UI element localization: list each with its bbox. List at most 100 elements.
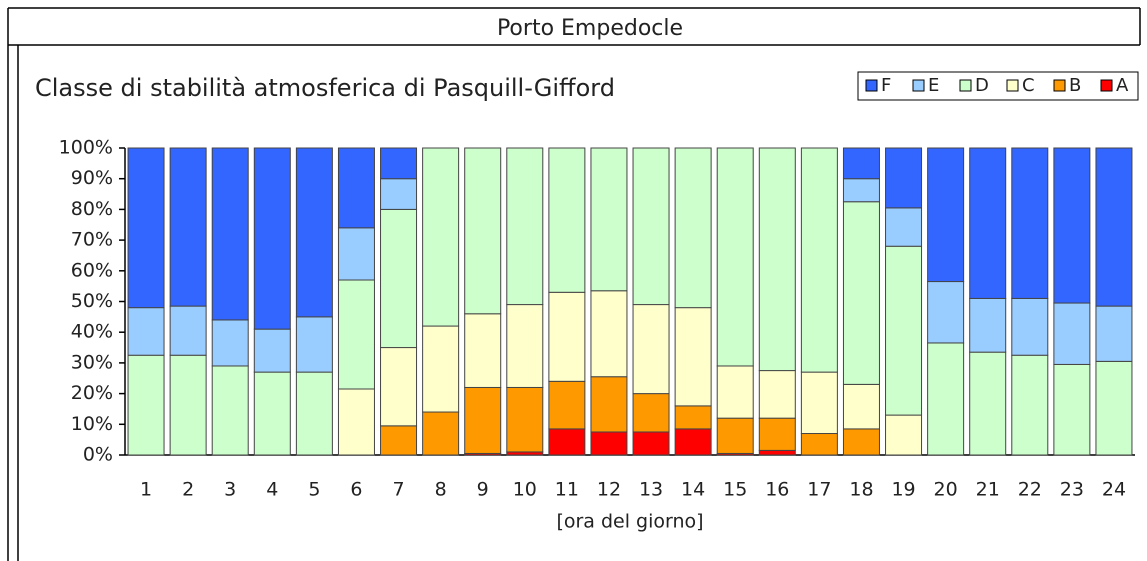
bar-segment <box>758 147 796 372</box>
bar-segment <box>337 279 375 390</box>
bar-segment <box>674 147 712 309</box>
x-tick-label: 6 <box>350 479 362 501</box>
bar-segment <box>969 297 1007 353</box>
bar-segment <box>464 386 502 454</box>
legend-box <box>857 71 1139 101</box>
bar-segment <box>927 281 965 344</box>
bar-segment <box>380 347 418 427</box>
bar-segment <box>464 147 502 315</box>
legend-swatch <box>1053 79 1066 92</box>
bar-segment <box>127 354 165 456</box>
bar-segment <box>380 147 418 180</box>
bar-segment <box>211 319 249 367</box>
bar-segment <box>380 425 418 456</box>
bar-segment <box>632 431 670 456</box>
bar-segment <box>842 201 880 385</box>
bar-segment <box>716 417 754 454</box>
bar-segment <box>295 316 333 373</box>
bar-segment <box>1011 147 1049 299</box>
bar-segment <box>506 304 544 388</box>
bar-segment <box>590 431 628 456</box>
bar-segment <box>380 178 418 210</box>
x-tick-label: 19 <box>891 479 915 501</box>
bar-segment <box>842 383 880 430</box>
y-tick-label: 60% <box>71 259 113 281</box>
bar-segment <box>253 371 291 456</box>
bar-segment <box>169 147 207 307</box>
y-tick-label: 10% <box>71 413 113 435</box>
bar-segment <box>885 414 923 456</box>
legend-swatch <box>1006 79 1019 92</box>
x-tick-label: 5 <box>308 479 320 501</box>
bar-segment <box>211 147 249 321</box>
bar-segment <box>674 405 712 430</box>
y-tick-label: 0% <box>83 444 113 466</box>
x-tick-label: 24 <box>1102 479 1126 501</box>
bar-segment <box>590 147 628 292</box>
bar-segment <box>590 290 628 378</box>
legend-label: A <box>1116 75 1129 96</box>
x-tick-label: 9 <box>477 479 489 501</box>
x-tick-label: 14 <box>681 479 705 501</box>
x-tick-label: 15 <box>723 479 747 501</box>
x-tick-label: 4 <box>266 479 278 501</box>
bar-segment <box>1053 147 1091 304</box>
bar-segment <box>969 147 1007 299</box>
bar-segment <box>506 386 544 453</box>
x-tick-label: 13 <box>639 479 663 501</box>
x-tick-label: 1 <box>140 479 152 501</box>
bar-segment <box>548 291 586 382</box>
x-tick-label: 21 <box>976 479 1000 501</box>
bar-segment <box>169 305 207 356</box>
bar-segment <box>885 147 923 209</box>
bar-segment <box>380 208 418 349</box>
legend-swatch <box>959 79 972 92</box>
y-tick-label: 40% <box>71 321 113 343</box>
bar-segment <box>927 147 965 283</box>
x-tick-label: 23 <box>1060 479 1084 501</box>
legend-swatch <box>912 79 925 92</box>
bar-segment <box>548 380 586 430</box>
bar-segment <box>1095 360 1133 456</box>
y-tick-label: 70% <box>71 229 113 251</box>
legend-label: F <box>881 75 891 96</box>
bar-segment <box>716 365 754 419</box>
bar-segment <box>295 147 333 318</box>
x-tick-label: 11 <box>555 479 579 501</box>
legend-label: E <box>928 75 939 96</box>
bar-segment <box>211 365 249 456</box>
bar-segment <box>295 371 333 456</box>
bar-segment <box>590 376 628 433</box>
header-title: Porto Empedocle <box>497 16 683 41</box>
x-tick-label: 22 <box>1018 479 1042 501</box>
bar-segment <box>800 371 838 435</box>
x-tick-label: 7 <box>392 479 404 501</box>
bar-segment <box>422 147 460 327</box>
bar-segment <box>674 428 712 456</box>
bar-segment <box>800 147 838 373</box>
bar-segment <box>548 428 586 456</box>
x-axis-label: [ora del giorno] <box>556 511 703 533</box>
bar-segment <box>758 370 796 419</box>
bar-segment <box>548 147 586 293</box>
bar-segment <box>253 147 291 330</box>
legend-label: C <box>1022 75 1035 96</box>
x-tick-label: 2 <box>182 479 194 501</box>
y-tick-label: 80% <box>71 198 113 220</box>
bar-segment <box>253 328 291 373</box>
legend-label: B <box>1069 75 1081 96</box>
bar-segment <box>1053 363 1091 456</box>
bar-segment <box>1011 297 1049 356</box>
x-tick-label: 18 <box>849 479 873 501</box>
bar-segment <box>674 307 712 407</box>
legend-label: D <box>975 75 989 96</box>
x-tick-label: 12 <box>597 479 621 501</box>
x-tick-label: 17 <box>807 479 831 501</box>
bar-segment <box>127 307 165 356</box>
y-tick-label: 20% <box>71 382 113 404</box>
bar-segment <box>927 342 965 456</box>
bar-segment <box>337 388 375 456</box>
bar-segment <box>758 417 796 451</box>
bar-segment <box>506 147 544 306</box>
